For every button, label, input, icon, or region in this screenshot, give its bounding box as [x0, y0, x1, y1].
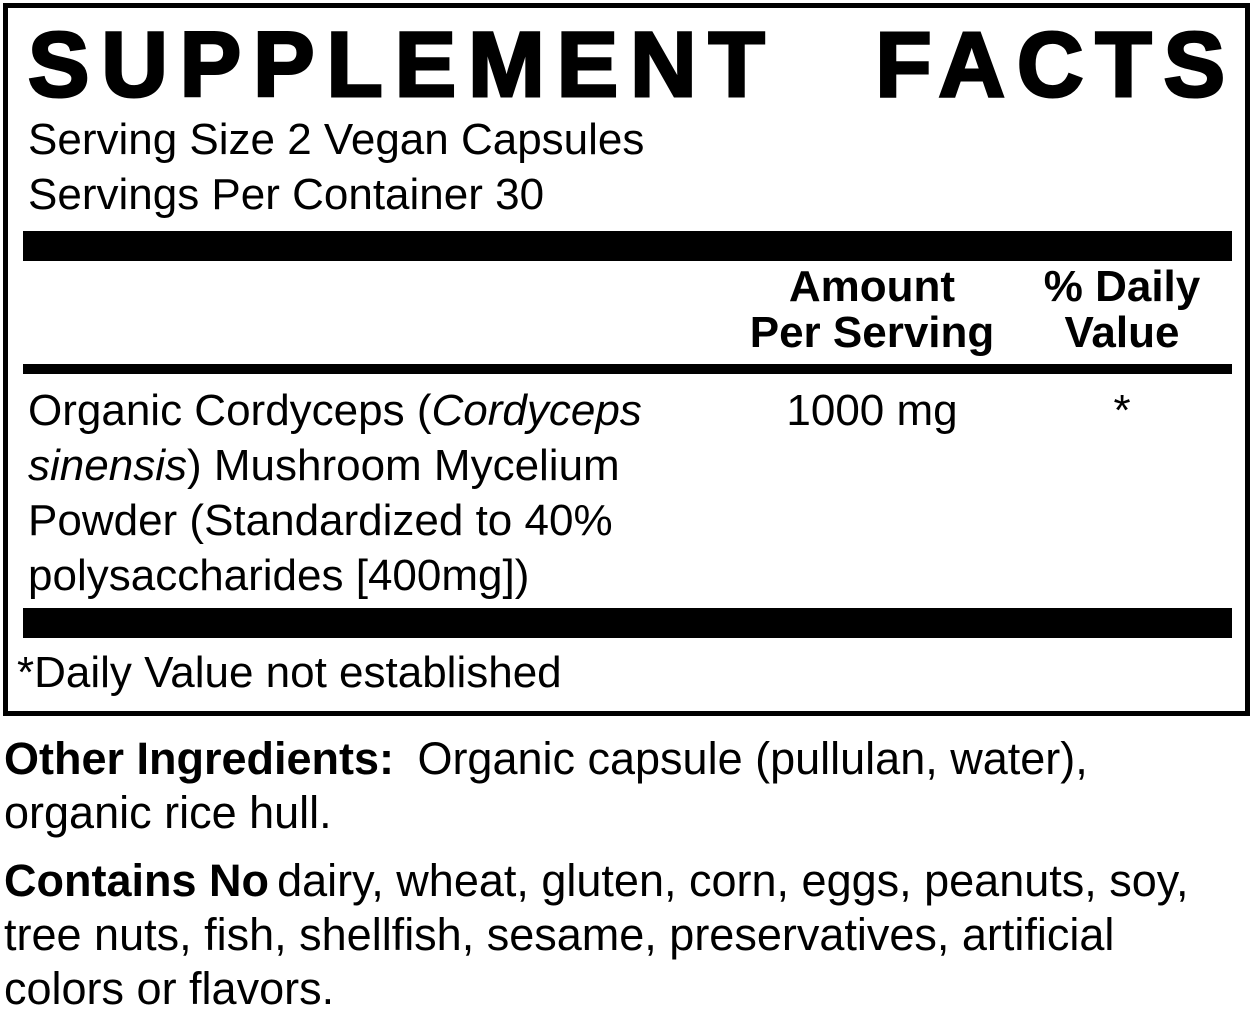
ingredient-row: Organic Cordyceps (Cordyceps sinensis) M…: [28, 374, 1237, 608]
serving-size-text: Serving Size 2 Vegan Capsules: [28, 115, 645, 164]
column-header-percent-daily-value: % Daily Value: [1043, 262, 1201, 357]
daily-value-footnote: *Daily Value not established: [17, 648, 562, 697]
divider-bar-top: [23, 231, 1232, 261]
supplement-facts-panel: SUPPLEMENT FACTS Serving Size 2 Vegan Ca…: [3, 3, 1250, 716]
divider-bar-bottom: [23, 608, 1232, 638]
ingredient-daily-value: *: [1113, 386, 1131, 435]
panel-content: SUPPLEMENT FACTS Serving Size 2 Vegan Ca…: [8, 18, 1245, 700]
column-header-spacer: [28, 264, 737, 356]
column-header-amount-per-serving: Amount Per Serving: [749, 262, 995, 357]
other-ingredients-text: Organic capsule (pullulan, water), organ…: [4, 733, 1088, 838]
ingredient-name: Organic Cordyceps (Cordyceps sinensis) M…: [28, 386, 642, 600]
contains-no-label: Contains No: [4, 855, 269, 906]
other-ingredients-paragraph: Other Ingredients: Organic capsule (pullu…: [4, 732, 1260, 840]
column-header-row: Amount Per Serving % Daily Value: [28, 264, 1237, 356]
other-ingredients-label: Other Ingredients:: [4, 733, 395, 784]
contains-no-text: dairy, wheat, gluten, corn, eggs, peanut…: [4, 855, 1189, 1014]
contains-no-paragraph: Contains No dairy, wheat, gluten, corn, e…: [4, 854, 1260, 1016]
divider-bar-header: [23, 364, 1232, 374]
serving-info: Serving Size 2 Vegan Capsules Servings P…: [28, 112, 1237, 222]
servings-per-container-text: Servings Per Container 30: [28, 170, 545, 219]
supplement-facts-title: SUPPLEMENT FACTS: [28, 18, 1237, 112]
ingredient-amount: 1000 mg: [786, 386, 958, 435]
